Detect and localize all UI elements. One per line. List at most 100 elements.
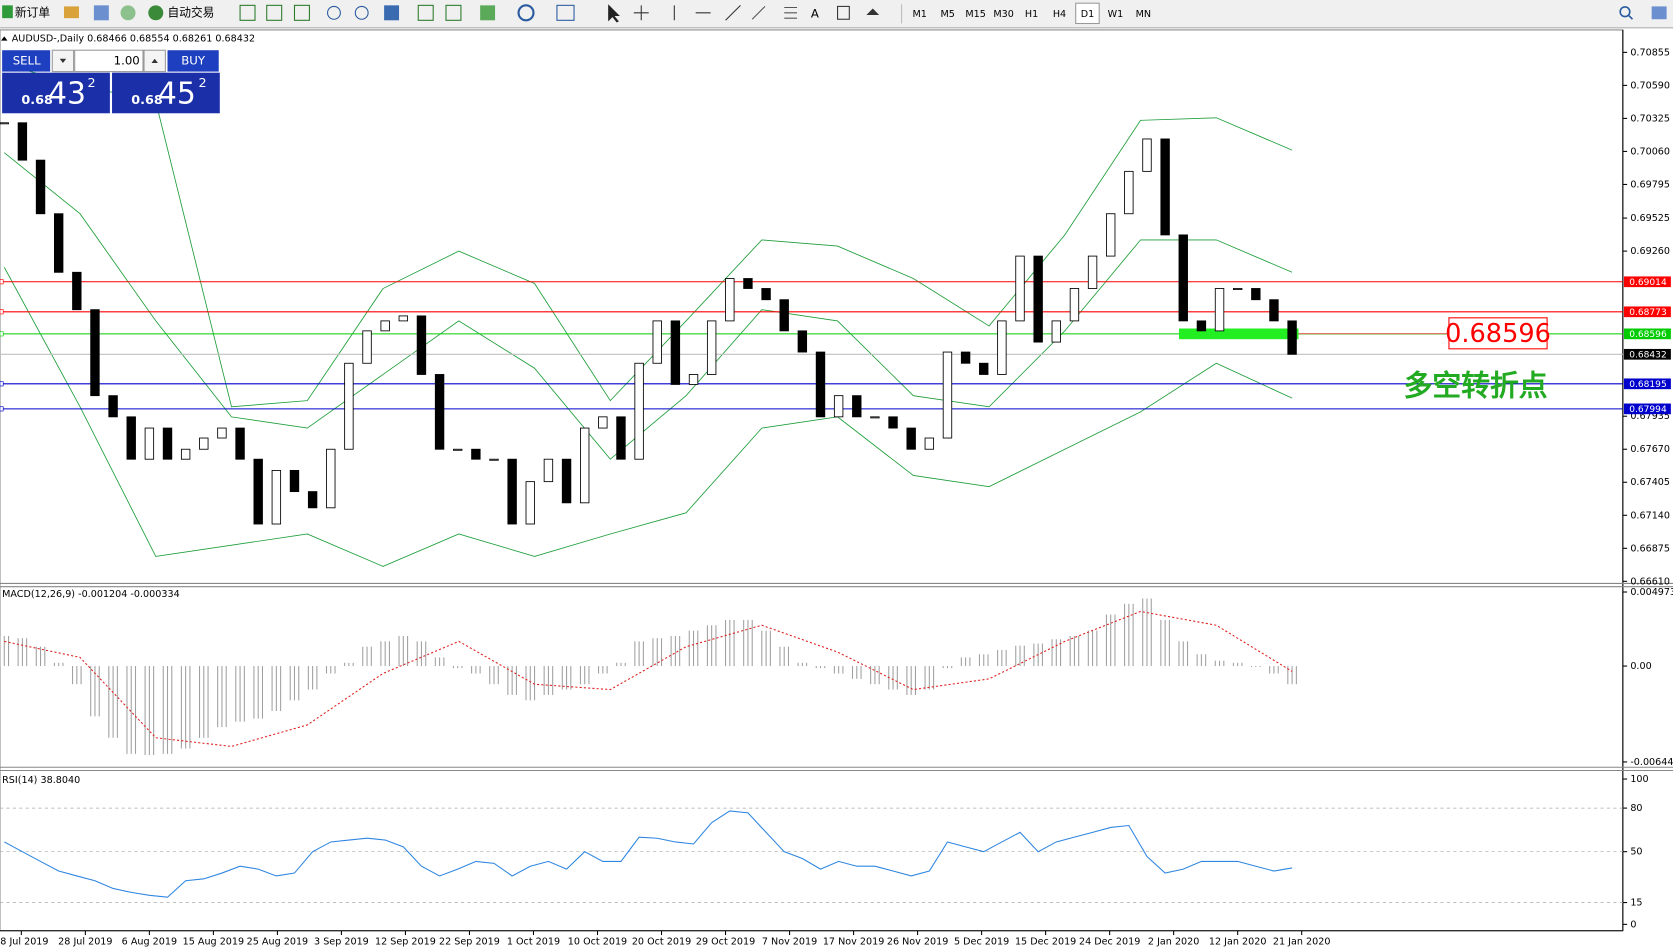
toolbar-icon[interactable] (417, 4, 434, 21)
timeframe-button[interactable]: M5 (940, 9, 954, 20)
candle (108, 395, 118, 418)
toolbar-icon[interactable] (239, 4, 256, 21)
sell-label[interactable]: SELL (13, 53, 41, 67)
x-tick-label: 24 Dec 2019 (1079, 936, 1140, 947)
arrow-tool[interactable] (866, 8, 880, 15)
new-order-icon[interactable] (2, 5, 13, 19)
toolbar-icon[interactable] (266, 4, 283, 21)
x-tick-label: 2 Jan 2020 (1148, 936, 1199, 947)
new-order-button[interactable]: 新订单 (15, 5, 50, 19)
search-icon[interactable] (1627, 14, 1634, 20)
candle (634, 362, 644, 460)
toolbar-icon[interactable] (445, 4, 462, 21)
timeframe-button[interactable]: M30 (993, 9, 1014, 20)
toolbar-icon[interactable] (64, 6, 79, 19)
toolbar-icon[interactable] (517, 4, 535, 22)
buy-price-box[interactable] (112, 72, 220, 114)
candle (289, 469, 300, 493)
collapse-icon[interactable] (1, 36, 8, 41)
candle (525, 481, 535, 525)
candle (797, 330, 808, 353)
timeframe-button[interactable]: H1 (1025, 9, 1038, 20)
y-tick-label: 0.70855 (1630, 47, 1670, 58)
label-tool[interactable] (837, 5, 850, 20)
level-price-label: 0.68432 (1629, 350, 1666, 360)
crosshair-tool[interactable] (633, 5, 649, 21)
level-marker (0, 279, 4, 285)
auto-trading-button[interactable]: 自动交易 (168, 5, 215, 19)
zoom-out[interactable] (354, 5, 369, 20)
candle (924, 437, 935, 450)
sell-price-box[interactable] (2, 72, 110, 114)
x-tick-label: 1 Oct 2019 (507, 936, 560, 947)
toolbar-icon[interactable] (120, 5, 136, 21)
candle (271, 469, 282, 525)
x-tick-label: 12 Sep 2019 (375, 936, 436, 947)
level-price-label: 0.67994 (1629, 405, 1667, 415)
buy-label[interactable]: BUY (181, 53, 206, 67)
y-tick-label: 0 (1630, 919, 1636, 930)
annotation-note: 多空转折点 (1404, 368, 1548, 402)
toolbar-icon[interactable] (93, 5, 109, 21)
candle (144, 427, 155, 460)
drawing-tools[interactable] (751, 6, 798, 20)
candle (235, 427, 245, 460)
x-tick-label: 28 Jul 2019 (58, 936, 112, 947)
y-tick-label: 0.69795 (1630, 179, 1670, 190)
bollinger-band (4, 63, 1293, 408)
candle (960, 351, 971, 364)
candle (17, 122, 28, 161)
level-marker (0, 331, 4, 337)
candle (652, 320, 662, 364)
lot-value[interactable]: 1.00 (114, 53, 140, 67)
toolbar-icon[interactable] (480, 5, 496, 21)
line-tools[interactable] (673, 4, 741, 21)
panel-title: MACD(12,26,9) -0.001204 -0.000334 (2, 589, 180, 600)
candle (72, 271, 82, 311)
timeframe-button[interactable]: W1 (1108, 9, 1124, 20)
pivot-zone (1178, 328, 1299, 340)
timeframe-button[interactable]: H4 (1053, 9, 1066, 20)
timeframe-button[interactable]: M1 (913, 9, 927, 20)
timeframe-button[interactable]: MN (1136, 9, 1151, 20)
candle (870, 416, 880, 419)
candle (1251, 288, 1261, 301)
level-marker (0, 406, 4, 412)
cursor-tool[interactable] (608, 4, 620, 23)
sell-button[interactable] (2, 50, 51, 72)
text-tool[interactable]: A (811, 6, 819, 20)
x-tick-label: 12 Jan 2020 (1209, 936, 1267, 947)
y-tick-label: 80 (1630, 803, 1642, 814)
candle (1033, 255, 1043, 343)
toolbar-icon[interactable] (384, 5, 400, 21)
y-tick-label: -0.00644 (1630, 757, 1673, 768)
auto-trading-icon[interactable] (148, 5, 164, 21)
candle (0, 122, 9, 125)
annotation-price: 0.68596 (1445, 319, 1551, 349)
candle (126, 416, 136, 460)
candle (180, 448, 191, 460)
candle (1124, 170, 1134, 215)
y-tick-label: 50 (1630, 847, 1642, 858)
lot-input[interactable] (74, 49, 144, 73)
toolbar-icon[interactable] (293, 4, 310, 21)
level-price-tag (1623, 306, 1671, 318)
symbol-title: AUDUSD-,Daily 0.68466 0.68554 0.68261 0.… (12, 33, 255, 44)
level-marker (0, 381, 4, 387)
timeframe-button[interactable]: M15 (965, 9, 986, 20)
level-marker (0, 309, 4, 315)
toolbar-icon[interactable] (1651, 6, 1667, 20)
timeframe-button[interactable]: D1 (1081, 9, 1095, 20)
candle (833, 395, 844, 418)
toolbar-icon[interactable] (556, 4, 575, 21)
buy-button[interactable] (167, 50, 219, 72)
candle (1142, 138, 1152, 172)
zoom-in[interactable] (327, 5, 341, 20)
y-tick-label: 0.70590 (1630, 80, 1670, 91)
y-tick-label: 0.70325 (1630, 113, 1670, 124)
search-icon[interactable] (1619, 6, 1631, 18)
candle (344, 362, 354, 450)
level-price-tag (1623, 276, 1671, 288)
y-tick-label: 0.67670 (1630, 444, 1670, 455)
candle (815, 351, 826, 418)
